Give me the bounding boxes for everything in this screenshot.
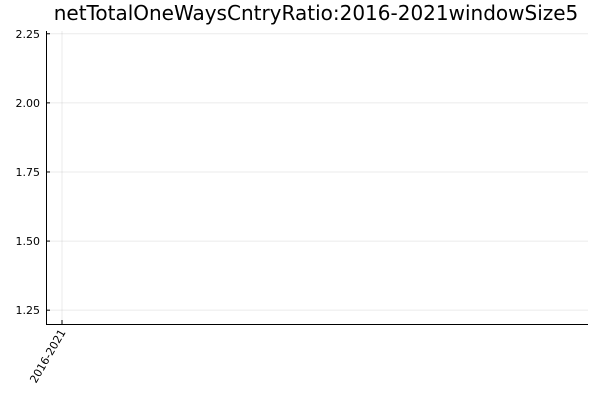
y-tick-label: 1.50: [16, 235, 41, 248]
chart-title: netTotalOneWaysCntryRatio:2016-2021windo…: [54, 1, 579, 25]
y-tick-label: 2.00: [16, 97, 41, 110]
x-tick-label: 2016-2021: [27, 327, 68, 385]
y-tick-label: 1.75: [16, 166, 41, 179]
y-axis-ticks: 1.25 1.50 1.75 2.00 2.25: [16, 28, 50, 317]
y-tick-label: 2.25: [16, 28, 41, 41]
y-tick-label: 1.25: [16, 304, 41, 317]
x-axis-ticks: 2016-2021: [27, 320, 69, 385]
grid: [46, 31, 588, 324]
x-axis-label: years: [296, 395, 337, 400]
